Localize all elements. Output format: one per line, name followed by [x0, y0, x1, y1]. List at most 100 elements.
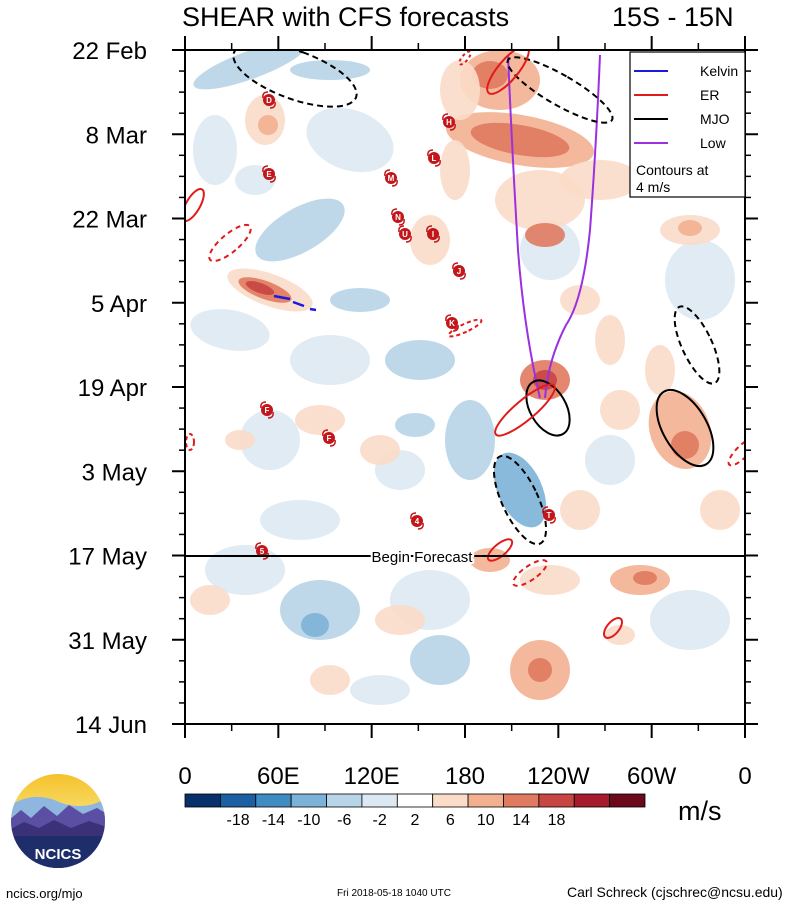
- shear-patch: [190, 585, 230, 615]
- shear-patch: [410, 635, 470, 685]
- storm-marker: K: [445, 314, 459, 332]
- footer-url[interactable]: ncics.org/mjo: [6, 886, 83, 901]
- y-tick-label: 5 Apr: [91, 291, 147, 318]
- storm-markers: D H E M L NU I J K F F 4 5 T: [255, 91, 556, 560]
- shear-patch: [525, 223, 565, 247]
- colorbar-segment: [609, 793, 646, 808]
- storm-marker-label: J: [457, 267, 461, 276]
- chart-title: SHEAR with CFS forecasts: [182, 2, 510, 32]
- logo-text: NCICS: [35, 846, 82, 863]
- colorbar-segment: [326, 793, 363, 808]
- shear-patch: [295, 405, 345, 435]
- storm-marker-circle: [427, 228, 439, 240]
- storm-marker-circle: [446, 317, 458, 329]
- y-tick-label: 22 Mar: [72, 207, 147, 234]
- storm-marker-arm: [398, 225, 405, 233]
- shear-patch: [678, 220, 702, 236]
- colorbar-segment: [503, 793, 540, 808]
- storm-marker-arm: [329, 439, 336, 447]
- y-tick-label: 19 Apr: [78, 375, 147, 402]
- y-tick-label: 22 Feb: [72, 38, 147, 65]
- shear-patch: [470, 122, 570, 158]
- legend-label-mjo: MJO: [700, 111, 730, 127]
- colorbar-segment: [396, 793, 434, 808]
- shear-patch: [280, 580, 360, 640]
- shear-patch: [258, 115, 278, 135]
- colorbar-label: -14: [262, 812, 285, 829]
- shear-patch: [645, 345, 675, 395]
- colorbar-label: 6: [446, 812, 455, 829]
- storm-marker-arm: [445, 314, 452, 322]
- storm-marker: F: [260, 401, 274, 419]
- y-tick-label: 14 Jun: [75, 712, 147, 739]
- legend-note-line2: 4 m/s: [636, 179, 670, 195]
- kelvin-contour: [273, 294, 317, 312]
- storm-marker-label: E: [266, 170, 272, 179]
- legend-box: [629, 51, 746, 198]
- shear-patch: [360, 435, 400, 465]
- storm-marker-arm: [410, 512, 417, 520]
- shear-patch: [595, 315, 625, 365]
- storm-marker-arm: [427, 149, 434, 157]
- storm-marker-label: F: [265, 406, 270, 415]
- storm-marker-arm: [269, 101, 276, 109]
- storm-marker: H: [442, 113, 456, 131]
- storm-marker-circle: [385, 172, 397, 184]
- footer-timestamp: Fri 2018-05-18 1040 UTC: [337, 888, 451, 899]
- y-axis: 22 Feb 8 Mar 22 Mar 5 Apr 19 Apr 3 May 17 May 3…: [68, 38, 758, 739]
- storm-marker-circle: [411, 515, 423, 527]
- colorbar-label: 10: [477, 812, 495, 829]
- storm-marker-label: H: [446, 118, 452, 127]
- storm-marker-arm: [417, 522, 424, 530]
- colorbar-segment: [573, 793, 611, 808]
- low-contour: [507, 54, 601, 399]
- er-contours: [185, 50, 745, 639]
- storm-marker: 5: [255, 542, 269, 560]
- y-tick-label: 8 Mar: [86, 122, 147, 149]
- forecast-label: Begin Forecast: [372, 549, 474, 566]
- shear-patch: [310, 665, 350, 695]
- storm-marker-circle: [263, 168, 275, 180]
- shear-patch: [290, 60, 370, 80]
- shear-patch: [205, 545, 285, 595]
- storm-marker-circle: [543, 509, 555, 521]
- logo-icon: NCICS: [11, 774, 105, 868]
- y-tick-label: 17 May: [68, 544, 147, 571]
- storm-marker-arm: [262, 552, 269, 560]
- colorbar: -18 -14 -10 -6 -2 2 6 10 14 18: [184, 793, 646, 829]
- storm-marker-label: M: [388, 174, 395, 183]
- storm-marker: I: [426, 225, 440, 243]
- shear-patch: [520, 565, 580, 595]
- colorbar-segment: [467, 793, 504, 808]
- colorbar-label: -10: [297, 812, 320, 829]
- storm-marker-arm: [267, 411, 274, 419]
- shear-patch: [560, 490, 600, 530]
- x-tick-label: 60E: [257, 763, 300, 790]
- shear-patch: [633, 571, 657, 585]
- y-tick-label: 31 May: [68, 628, 147, 655]
- shear-patch: [350, 675, 410, 705]
- colorbar-segment: [538, 793, 575, 808]
- shear-patch: [650, 590, 730, 650]
- shear-field: D H E M L NU I J K F F 4 5 T: [185, 50, 745, 724]
- storm-marker-label: 4: [415, 517, 420, 526]
- shear-patch: [245, 281, 275, 295]
- storm-marker-label: L: [432, 154, 437, 163]
- storm-marker: 4: [410, 512, 424, 530]
- storm-marker-label: K: [449, 319, 455, 328]
- storm-marker-arm: [452, 262, 459, 270]
- colorbar-label: -2: [372, 812, 386, 829]
- colorbar-label: 18: [548, 812, 566, 829]
- storm-marker-arm: [260, 401, 267, 409]
- x-axis: 0 60E 120E 180 120W 60W 0: [178, 36, 752, 790]
- shear-patch: [240, 410, 300, 470]
- x-tick-label: 120E: [344, 763, 400, 790]
- x-tick-label: 0: [178, 763, 191, 790]
- colorbar-label: 14: [512, 812, 530, 829]
- storm-marker-label: N: [395, 213, 401, 222]
- storm-marker: M: [384, 169, 398, 187]
- shear-patch: [395, 413, 435, 437]
- shear-patch: [290, 335, 370, 385]
- shear-patch: [665, 240, 735, 320]
- colorbar-segment: [184, 793, 221, 808]
